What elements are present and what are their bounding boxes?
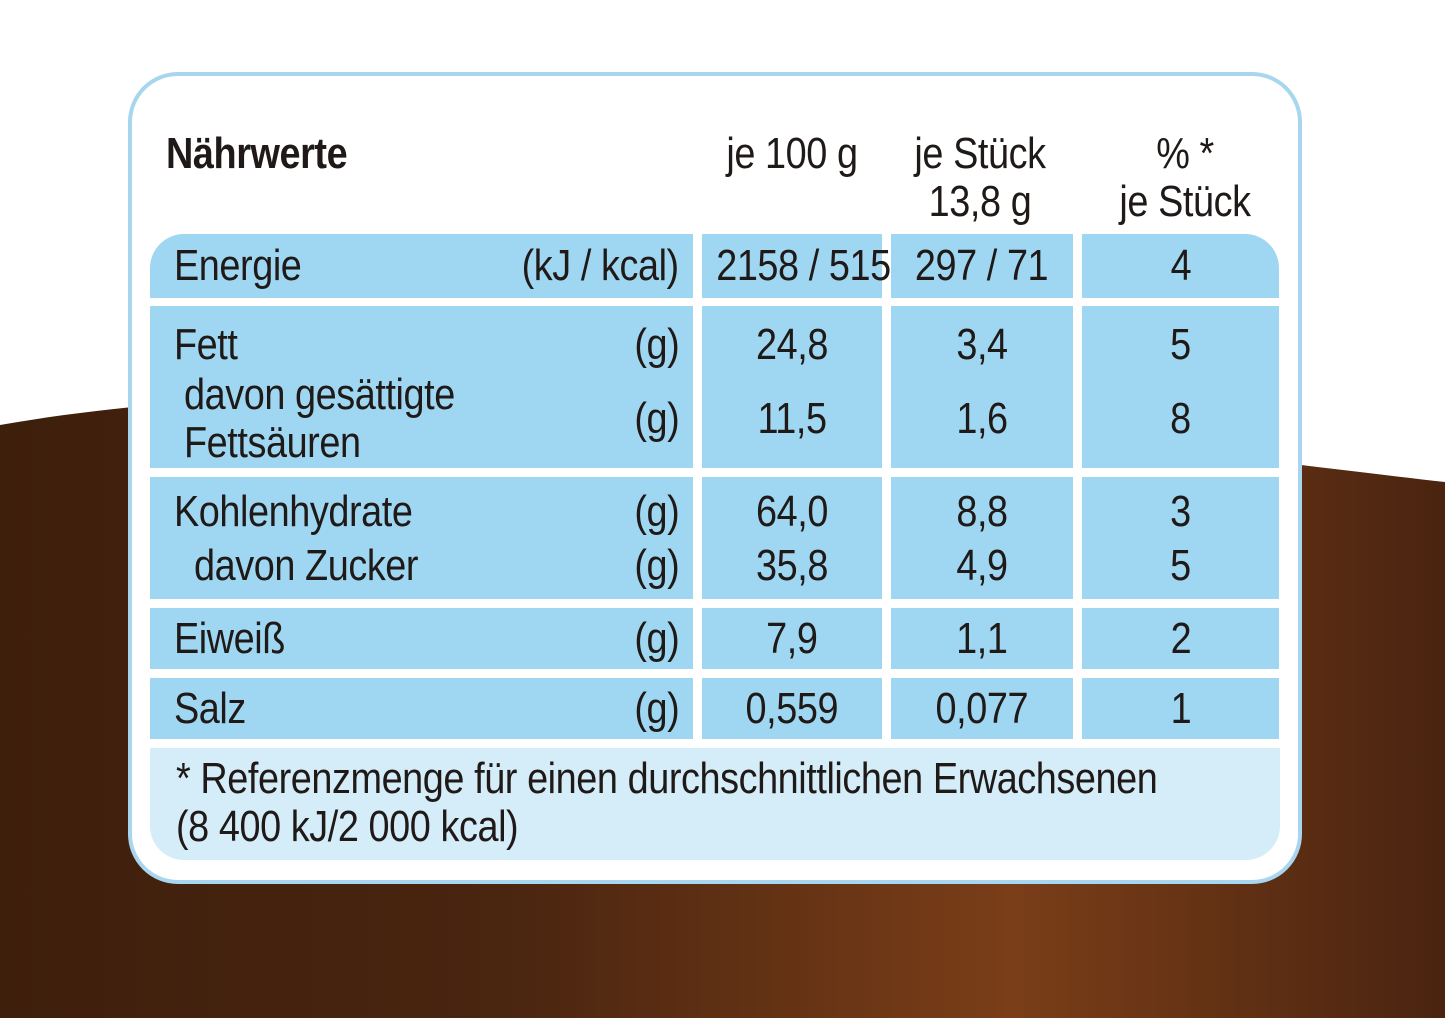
footnote-line2: (8 400 kJ/2 000 kcal)	[176, 802, 519, 851]
table-row-salz-label: Salz (g)	[150, 678, 693, 739]
eiweiss-per100: 7,9	[702, 608, 882, 669]
salz-pct: 1	[1082, 678, 1279, 739]
table-row-energie-label: Energie (kJ / kcal)	[150, 234, 693, 298]
saettigte-unit: (g)	[634, 394, 679, 443]
kohlenhydrate-label: Kohlenhydrate	[174, 487, 413, 536]
zucker-pct: 5	[1170, 541, 1191, 590]
header-percent: % * je Stück	[1119, 129, 1251, 226]
fett-pct-cell: 5 8	[1082, 306, 1279, 468]
kohlenhydrate-unit: (g)	[634, 487, 679, 536]
zucker-unit: (g)	[634, 541, 679, 590]
kh-piece-cell: 8,8 4,9	[891, 477, 1073, 599]
fett-unit: (g)	[634, 320, 679, 369]
saettigte-pct: 8	[1170, 394, 1191, 443]
energie-pct: 4	[1082, 234, 1279, 298]
salz-per100: 0,559	[702, 678, 882, 739]
fett-pct: 5	[1170, 320, 1191, 369]
kh-pct-cell: 3 5	[1082, 477, 1279, 599]
footnote: * Referenzmenge für einen durchschnittli…	[150, 748, 1280, 860]
salz-piece: 0,077	[891, 678, 1073, 739]
header-per-100g: je 100 g	[726, 129, 858, 178]
kh-per100-cell: 64,0 35,8	[702, 477, 882, 599]
table-row-eiweiss-label: Eiweiß (g)	[150, 608, 693, 669]
fett-piece-cell: 3,4 1,6	[891, 306, 1073, 468]
table-row-fett-label: Fett (g) davon gesättigte Fettsäuren (g)	[150, 306, 693, 468]
zucker-per100: 35,8	[756, 541, 828, 590]
table-row-kohlenhydrate-label: Kohlenhydrate (g) davon Zucker (g)	[150, 477, 693, 599]
fett-per100-cell: 24,8 11,5	[702, 306, 882, 468]
eiweiss-piece: 1,1	[891, 608, 1073, 669]
saettigte-label-line2: Fettsäuren	[184, 418, 361, 467]
zucker-label: davon Zucker	[194, 541, 419, 590]
eiweiss-pct: 2	[1082, 608, 1279, 669]
energie-per100: 2158 / 515	[702, 234, 891, 298]
saettigte-label-line1: davon gesättigte	[184, 370, 455, 419]
kohlenhydrate-piece: 8,8	[956, 487, 1008, 536]
zucker-piece: 4,9	[956, 541, 1008, 590]
fett-piece: 3,4	[956, 320, 1008, 369]
header-per-piece: je Stück 13,8 g	[914, 129, 1046, 226]
table-title: Nährwerte	[166, 129, 348, 178]
saettigte-per100: 11,5	[757, 394, 827, 443]
energie-piece: 297 / 71	[891, 234, 1073, 298]
saettigte-piece: 1,6	[956, 394, 1008, 443]
fett-per100: 24,8	[756, 320, 828, 369]
kohlenhydrate-per100: 64,0	[756, 487, 828, 536]
kohlenhydrate-pct: 3	[1170, 487, 1191, 536]
fett-label: Fett	[174, 320, 238, 369]
footnote-line1: * Referenzmenge für einen durchschnittli…	[176, 754, 1158, 803]
